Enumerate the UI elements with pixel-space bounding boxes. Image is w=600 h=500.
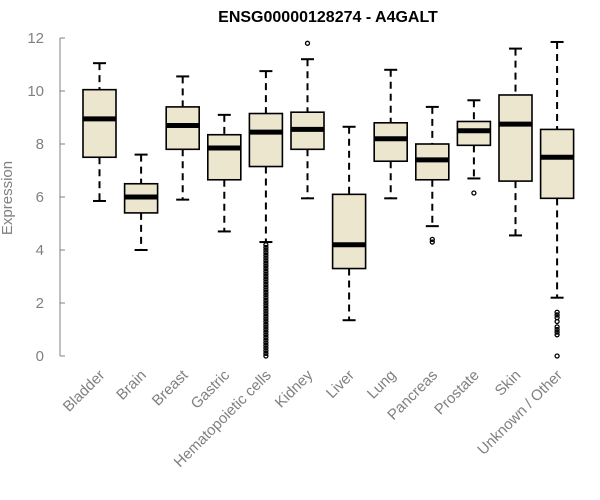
outlier-point [263,295,269,301]
category-label-brain: Brain [113,367,150,404]
outlier-point [263,310,269,317]
box-skin [498,47,533,237]
outlier-point [263,308,269,314]
outlier-point [263,281,269,288]
outlier-point [263,334,269,341]
outlier-point [263,350,269,357]
outlier-point [263,276,269,282]
outlier-point [263,292,269,298]
box-kidney [290,40,325,200]
outlier-point [263,300,269,306]
outlier-point [263,279,269,285]
outlier-point [263,287,269,293]
outlier-point [554,324,560,330]
outlier-point [429,239,435,245]
box-iqr [82,88,117,159]
outlier-point [263,321,269,327]
outlier-point [554,332,560,338]
box-iqr [331,193,367,270]
outlier-point [263,268,269,274]
outlier-point [263,305,269,311]
outlier-point [263,257,269,264]
category-label-kidney: Kidney [272,366,317,411]
box-iqr [539,128,575,200]
outlier-point [263,326,269,333]
outlier-point [304,40,311,46]
boxes-group [82,40,575,359]
category-label-liver: Liver [323,367,358,402]
outlier-point [263,302,269,309]
y-axis-label: Expression [0,161,16,235]
box-lung [373,68,409,200]
outlier-point [263,249,269,256]
box-iqr [456,120,492,147]
y-tick-label: 2 [36,295,44,312]
box-hematopoietic-cells [248,70,284,359]
category-label-bladder: Bladder [60,367,109,416]
box-breast [165,75,200,201]
outlier-point [554,312,560,318]
category-label-skin: Skin [492,367,525,400]
outlier-point [263,342,269,349]
box-gastric [207,113,242,233]
outlier-point [263,337,269,343]
outlier-point [263,260,269,266]
outlier-point [263,340,269,346]
y-tick-label: 8 [36,136,44,153]
outlier-point [471,190,477,196]
outlier-point [263,252,269,258]
outlier-point [263,289,269,296]
outlier-point [263,247,269,253]
outlier-point [263,353,269,359]
outlier-point [263,332,269,338]
outlier-point [263,348,269,354]
y-tick-label: 0 [36,348,44,365]
outlier-point [554,309,560,315]
outlier-point [263,324,269,330]
outlier-point [429,236,435,243]
outlier-point [263,273,269,280]
y-tick-label: 6 [36,189,44,206]
outlier-point [263,316,269,322]
outlier-point [263,284,269,290]
outlier-point [554,353,560,359]
category-label-lung: Lung [364,367,400,403]
outlier-point [263,271,269,277]
outlier-point [263,265,269,272]
outlier-point [263,297,269,304]
outlier-point [554,314,560,321]
box-iqr [373,122,409,163]
outlier-point [554,326,560,333]
category-label-prostate: Prostate [431,367,483,419]
y-tick-label: 12 [27,30,44,47]
box-bladder [82,62,117,202]
chart-title: ENSG00000128274 - A4GALT [218,9,438,26]
outlier-point [263,244,269,251]
box-iqr [165,106,200,151]
y-tick-label: 10 [27,83,44,100]
box-iqr [498,94,533,182]
box-pancreas [414,105,450,245]
outlier-point [263,318,269,325]
box-brain [123,153,159,251]
box-iqr [207,133,242,181]
y-tick-label: 4 [36,242,44,259]
outlier-point [554,329,560,335]
outlier-point [263,345,269,351]
y-axis: 0 2 4 6 8 10 12 [27,30,65,365]
category-label-breast: Breast [149,366,192,409]
outlier-point [263,255,269,261]
box-iqr [248,112,284,168]
outlier-point [263,263,269,269]
box-unknown-other [539,40,575,359]
box-liver [331,125,367,322]
outlier-point [263,313,269,319]
outlier-point [263,242,269,248]
outlier-point [263,329,269,335]
box-prostate [456,99,492,196]
